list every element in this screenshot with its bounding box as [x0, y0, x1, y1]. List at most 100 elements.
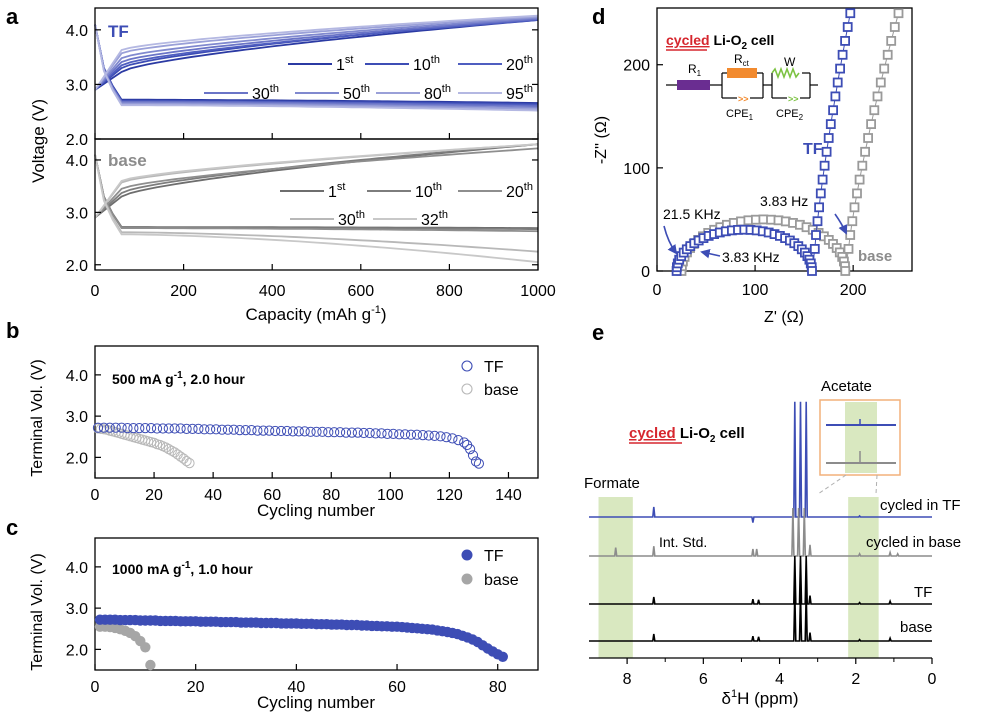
point-tf	[417, 430, 428, 441]
x-tick-label: 600	[347, 283, 374, 300]
point-base	[893, 8, 904, 19]
point-tf	[211, 424, 222, 435]
panel-c-points	[94, 614, 508, 671]
x-tick-label: 800	[436, 283, 463, 300]
legend-label: 1st	[336, 54, 353, 74]
point-tf	[293, 426, 304, 437]
point-tf	[222, 424, 233, 435]
point-tf	[828, 105, 838, 116]
point-tf	[169, 423, 180, 434]
point-base	[860, 146, 870, 157]
x-tick-label: 80	[322, 487, 340, 504]
circuit-r1	[677, 80, 710, 90]
point-tf	[128, 423, 139, 434]
circuit-rct-label: Rct	[734, 52, 750, 68]
discharge-curve-bottom-32th	[94, 154, 539, 263]
panel-a: a 2.0 3.0 4.0 2.0 3.0 4.0 0 200 400 600 800 1000 TF…	[6, 4, 556, 324]
point-tf	[811, 230, 821, 240]
x-tick-label: 0	[928, 671, 937, 688]
panel-e-label: e	[592, 320, 604, 345]
x-tick-label: 60	[263, 487, 281, 504]
y-tick-label: 2.0	[66, 642, 88, 659]
discharge-curve-top-1st	[94, 24, 539, 104]
point-tf	[134, 423, 145, 434]
panel-c-legend-base-marker	[461, 573, 473, 585]
circuit-warburg	[771, 66, 800, 80]
point-tf	[815, 188, 826, 199]
point-tf	[92, 422, 104, 433]
acetate-inset-region	[845, 402, 877, 473]
panel-b-legend-tf-marker	[461, 360, 473, 372]
point-tf	[394, 429, 405, 440]
panel-e-ticks: 8 6 4 2 0	[623, 658, 937, 688]
legend-label: 95th	[506, 83, 533, 103]
point-tf	[817, 174, 828, 185]
point-tf	[370, 428, 381, 439]
panel-b-legend-base: base	[484, 382, 519, 399]
point-tf	[376, 428, 387, 439]
point-tf	[205, 424, 216, 435]
point-tf	[809, 243, 820, 254]
legend-label: 10th	[413, 54, 440, 74]
acetate-inset	[817, 399, 901, 495]
panel-b-legend-tf: TF	[484, 359, 504, 376]
panel-e-xlabel: δ1H (ppm)	[722, 688, 799, 708]
point-tf	[830, 91, 841, 102]
point-base	[145, 659, 156, 671]
panel-a-top-curves	[94, 14, 539, 112]
x-tick-label: 40	[287, 679, 305, 696]
point-base	[840, 266, 851, 276]
panel-a-tf-label: TF	[108, 22, 129, 41]
panel-a-base-label: base	[108, 151, 147, 170]
point-tf	[405, 429, 417, 440]
x-tick-label: 400	[259, 283, 286, 300]
panel-a-bottom-curves	[94, 143, 539, 263]
x-tick-label: 200	[170, 283, 197, 300]
point-tf	[305, 426, 316, 437]
panel-a-xlabel: Capacity (mAh g-1)	[245, 304, 386, 324]
panel-e-title: cycled Li-O2 cell	[629, 425, 745, 445]
legend-label: 80th	[424, 83, 451, 103]
circuit-w-label: W	[784, 55, 796, 69]
point-base	[889, 22, 900, 32]
panel-a-ylabel: Voltage (V)	[29, 99, 48, 183]
x-tick-label: 100	[742, 282, 769, 299]
circuit-rct	[727, 68, 757, 78]
point-tf	[845, 8, 856, 19]
panel-c-legend: TF base	[461, 548, 519, 589]
panel-c-legend-base: base	[484, 572, 519, 589]
point-tf	[181, 423, 192, 434]
inset-connector-left	[817, 474, 847, 495]
charge-curve-top-30th	[94, 18, 539, 91]
point-tf	[98, 422, 110, 433]
panel-d-title: cycled Li-O2 cell	[666, 32, 774, 52]
point-tf	[323, 427, 334, 438]
point-tf	[311, 426, 322, 437]
y-tick-label: 2.0	[66, 258, 88, 275]
point-base	[882, 49, 893, 60]
point-tf	[329, 427, 340, 438]
point-tf	[335, 427, 346, 438]
panel-d-points	[671, 8, 904, 276]
x-tick-label: 40	[204, 487, 222, 504]
panel-e-regions	[598, 497, 879, 658]
y-tick-label: 3.0	[66, 409, 88, 426]
y-tick-label: 3.0	[66, 77, 88, 94]
panel-b-title: 500 mA g-1, 2.0 hour	[112, 370, 245, 387]
acetate-label: Acetate	[821, 378, 872, 395]
y-tick-label: 4.0	[66, 368, 88, 385]
circuit-cpe2-label: CPE2	[776, 108, 804, 122]
point-tf	[116, 422, 127, 433]
x-tick-label: 2	[851, 671, 860, 688]
point-base	[845, 230, 856, 240]
point-base	[166, 445, 177, 456]
point-tf	[252, 425, 263, 436]
point-tf	[258, 425, 269, 436]
spectrum-2	[589, 555, 932, 605]
point-tf	[453, 435, 464, 446]
x-tick-label: 0	[91, 283, 100, 300]
charge-curve-top-80th	[94, 15, 539, 91]
point-tf	[287, 426, 298, 437]
panel-c-frame	[94, 537, 539, 671]
circuit-cpe1-label: CPE1	[726, 108, 754, 122]
